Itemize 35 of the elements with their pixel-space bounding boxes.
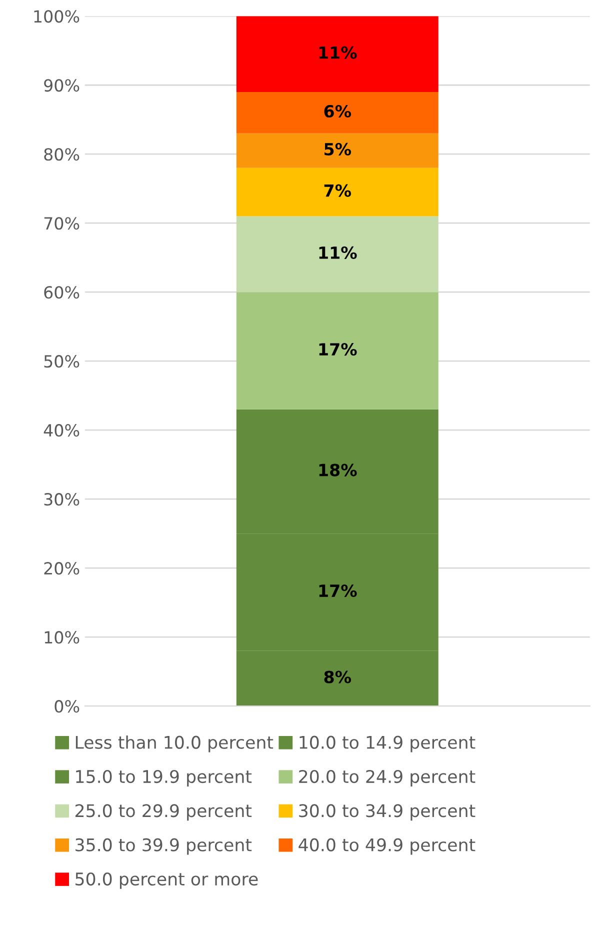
data-label: 5%	[324, 142, 352, 156]
legend-label: 30.0 to 34.9 percent	[299, 804, 476, 821]
data-label: 17%	[319, 342, 357, 356]
y-tick-label: 90%	[44, 79, 80, 92]
legend-label: 40.0 to 49.9 percent	[298, 838, 476, 855]
bar	[236, 16, 438, 92]
legend-label: Less than 10.0 percent	[76, 735, 274, 752]
y-tick-label: 70%	[44, 217, 80, 230]
legend-label: 20.0 to 24.9 percent	[299, 770, 476, 786]
bar	[236, 92, 438, 134]
data-label: 6%	[324, 104, 352, 118]
y-tick-label: 30%	[44, 493, 80, 506]
y-tick-label: 40%	[44, 424, 80, 437]
legend-label: 10.0 to 14.9 percent	[300, 736, 476, 752]
bar	[236, 216, 438, 292]
legend-label: 50.0 percent or more	[76, 872, 258, 889]
y-tick-label: 10%	[44, 631, 80, 644]
y-tick-label: 60%	[44, 286, 80, 299]
bar	[236, 133, 438, 168]
data-label: 17%	[319, 584, 357, 598]
y-tick-label: 50%	[44, 355, 80, 368]
legend-label: 25.0 to 29.9 percent	[75, 804, 252, 821]
bar	[236, 292, 438, 410]
y-tick-label: 100%	[34, 10, 80, 23]
data-label: 8%	[324, 670, 352, 684]
legend-label: 15.0 to 19.9 percent	[76, 770, 252, 786]
data-label: 11%	[319, 246, 357, 259]
y-tick-label: 20%	[44, 562, 80, 575]
data-label: 18%	[319, 464, 357, 476]
data-label: 11%	[319, 46, 357, 59]
data-label: 7%	[324, 184, 352, 197]
y-tick-label: 80%	[44, 148, 80, 161]
legend-label: 35.0 to 39.9 percent	[76, 838, 252, 855]
bar	[236, 168, 438, 216]
y-tick-label: 0%	[54, 700, 80, 713]
